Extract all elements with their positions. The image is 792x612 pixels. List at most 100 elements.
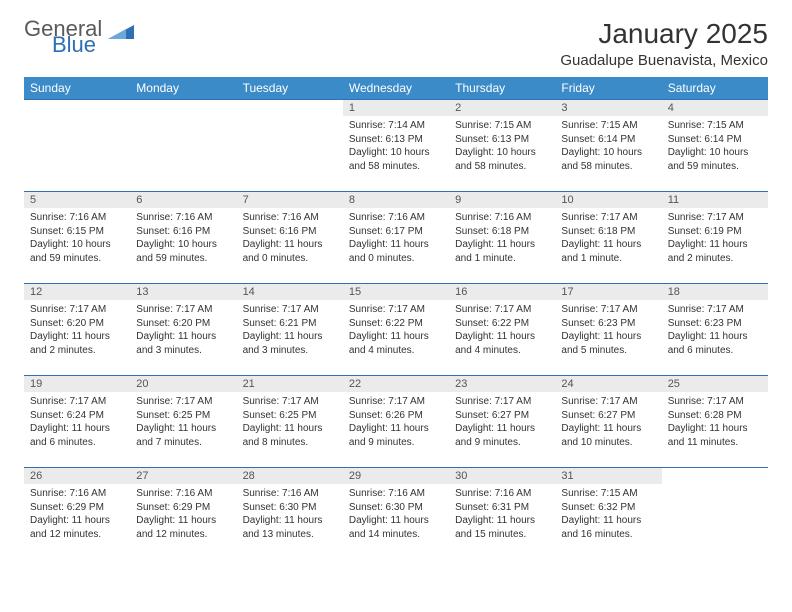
day-number: 11: [662, 192, 768, 208]
sunset-text: Sunset: 6:23 PM: [668, 317, 762, 331]
calendar-cell: 4Sunrise: 7:15 AMSunset: 6:14 PMDaylight…: [662, 100, 768, 192]
cell-content: Sunrise: 7:17 AMSunset: 6:22 PMDaylight:…: [343, 300, 449, 359]
sunset-text: Sunset: 6:16 PM: [243, 225, 337, 239]
sunrise-text: Sunrise: 7:16 AM: [243, 211, 337, 225]
day-number: 5: [24, 192, 130, 208]
daylight-text: Daylight: 11 hours and 7 minutes.: [136, 422, 230, 449]
sunrise-text: Sunrise: 7:16 AM: [30, 211, 124, 225]
calendar-cell: 13Sunrise: 7:17 AMSunset: 6:20 PMDayligh…: [130, 284, 236, 376]
daylight-text: Daylight: 11 hours and 1 minute.: [455, 238, 549, 265]
page-header: General Blue January 2025 Guadalupe Buen…: [24, 18, 768, 69]
day-number: [24, 100, 130, 116]
cell-content: Sunrise: 7:14 AMSunset: 6:13 PMDaylight:…: [343, 116, 449, 175]
cell-content: Sunrise: 7:16 AMSunset: 6:16 PMDaylight:…: [237, 208, 343, 267]
day-number: 7: [237, 192, 343, 208]
daylight-text: Daylight: 11 hours and 1 minute.: [561, 238, 655, 265]
calendar-cell: 15Sunrise: 7:17 AMSunset: 6:22 PMDayligh…: [343, 284, 449, 376]
sunset-text: Sunset: 6:14 PM: [561, 133, 655, 147]
calendar-cell: 2Sunrise: 7:15 AMSunset: 6:13 PMDaylight…: [449, 100, 555, 192]
day-number: 22: [343, 376, 449, 392]
calendar-cell: 12Sunrise: 7:17 AMSunset: 6:20 PMDayligh…: [24, 284, 130, 376]
calendar-table: SundayMondayTuesdayWednesdayThursdayFrid…: [24, 77, 768, 560]
cell-content: Sunrise: 7:17 AMSunset: 6:27 PMDaylight:…: [555, 392, 661, 451]
cell-content: Sunrise: 7:15 AMSunset: 6:14 PMDaylight:…: [662, 116, 768, 175]
sunset-text: Sunset: 6:25 PM: [136, 409, 230, 423]
cell-content: Sunrise: 7:15 AMSunset: 6:14 PMDaylight:…: [555, 116, 661, 175]
sunset-text: Sunset: 6:30 PM: [243, 501, 337, 515]
calendar-cell: 30Sunrise: 7:16 AMSunset: 6:31 PMDayligh…: [449, 468, 555, 560]
brand-logo: General Blue: [24, 18, 134, 56]
cell-content: Sunrise: 7:16 AMSunset: 6:16 PMDaylight:…: [130, 208, 236, 267]
sunset-text: Sunset: 6:22 PM: [455, 317, 549, 331]
calendar-cell: 24Sunrise: 7:17 AMSunset: 6:27 PMDayligh…: [555, 376, 661, 468]
daylight-text: Daylight: 10 hours and 58 minutes.: [561, 146, 655, 173]
calendar-cell: 19Sunrise: 7:17 AMSunset: 6:24 PMDayligh…: [24, 376, 130, 468]
calendar-cell: 22 Sunrise: 7:17 AMSunset: 6:26 PMDayligh…: [343, 376, 449, 468]
cell-content: Sunrise: 7:17 AMSunset: 6:25 PMDaylight:…: [130, 392, 236, 451]
daylight-text: Daylight: 11 hours and 6 minutes.: [30, 422, 124, 449]
calendar-cell: 16Sunrise: 7:17 AMSunset: 6:22 PMDayligh…: [449, 284, 555, 376]
day-number: 18: [662, 284, 768, 300]
sunrise-text: Sunrise: 7:17 AM: [561, 303, 655, 317]
daylight-text: Daylight: 11 hours and 14 minutes.: [349, 514, 443, 541]
daylight-text: Daylight: 11 hours and 3 minutes.: [136, 330, 230, 357]
sunset-text: Sunset: 6:16 PM: [136, 225, 230, 239]
daylight-text: Daylight: 11 hours and 2 minutes.: [668, 238, 762, 265]
calendar-week-row: 19Sunrise: 7:17 AMSunset: 6:24 PMDayligh…: [24, 376, 768, 468]
cell-content: Sunrise: 7:16 AMSunset: 6:15 PMDaylight:…: [24, 208, 130, 267]
sunrise-text: Sunrise: 7:17 AM: [455, 395, 549, 409]
day-number: 24: [555, 376, 661, 392]
sunrise-text: Sunrise: 7:16 AM: [136, 211, 230, 225]
cell-content: Sunrise: 7:16 AMSunset: 6:17 PMDaylight:…: [343, 208, 449, 267]
month-title: January 2025: [560, 18, 768, 50]
sunset-text: Sunset: 6:21 PM: [243, 317, 337, 331]
day-header: Wednesday: [343, 77, 449, 100]
calendar-cell: 26Sunrise: 7:16 AMSunset: 6:29 PMDayligh…: [24, 468, 130, 560]
sunrise-text: Sunrise: 7:16 AM: [455, 211, 549, 225]
calendar-cell: 7Sunrise: 7:16 AMSunset: 6:16 PMDaylight…: [237, 192, 343, 284]
calendar-cell: 18Sunrise: 7:17 AMSunset: 6:23 PMDayligh…: [662, 284, 768, 376]
day-number: 14: [237, 284, 343, 300]
day-number: 8: [343, 192, 449, 208]
daylight-text: Daylight: 10 hours and 58 minutes.: [455, 146, 549, 173]
sunrise-text: Sunrise: 7:17 AM: [349, 395, 443, 409]
daylight-text: Daylight: 11 hours and 3 minutes.: [243, 330, 337, 357]
sunrise-text: Sunrise: 7:17 AM: [668, 211, 762, 225]
calendar-week-row: 12Sunrise: 7:17 AMSunset: 6:20 PMDayligh…: [24, 284, 768, 376]
sunset-text: Sunset: 6:25 PM: [243, 409, 337, 423]
sunset-text: Sunset: 6:32 PM: [561, 501, 655, 515]
cell-content: Sunrise: 7:17 AMSunset: 6:28 PMDaylight:…: [662, 392, 768, 451]
calendar-cell: 25Sunrise: 7:17 AMSunset: 6:28 PMDayligh…: [662, 376, 768, 468]
day-number: 1: [343, 100, 449, 116]
calendar-cell: [130, 100, 236, 192]
daylight-text: Daylight: 11 hours and 9 minutes.: [349, 422, 443, 449]
daylight-text: Daylight: 11 hours and 10 minutes.: [561, 422, 655, 449]
day-number: [662, 468, 768, 484]
sunrise-text: Sunrise: 7:17 AM: [561, 211, 655, 225]
calendar-cell: 17Sunrise: 7:17 AMSunset: 6:23 PMDayligh…: [555, 284, 661, 376]
day-header: Sunday: [24, 77, 130, 100]
daylight-text: Daylight: 10 hours and 58 minutes.: [349, 146, 443, 173]
calendar-cell: 29Sunrise: 7:16 AMSunset: 6:30 PMDayligh…: [343, 468, 449, 560]
sunset-text: Sunset: 6:14 PM: [668, 133, 762, 147]
day-number: 25: [662, 376, 768, 392]
brand-triangle-icon: [108, 21, 134, 39]
calendar-cell: 20Sunrise: 7:17 AMSunset: 6:25 PMDayligh…: [130, 376, 236, 468]
day-number: 16: [449, 284, 555, 300]
cell-content: Sunrise: 7:16 AMSunset: 6:18 PMDaylight:…: [449, 208, 555, 267]
cell-content: Sunrise: 7:17 AMSunset: 6:18 PMDaylight:…: [555, 208, 661, 267]
sunset-text: Sunset: 6:13 PM: [455, 133, 549, 147]
sunset-text: Sunset: 6:31 PM: [455, 501, 549, 515]
day-header: Thursday: [449, 77, 555, 100]
sunrise-text: Sunrise: 7:16 AM: [243, 487, 337, 501]
calendar-cell: 9Sunrise: 7:16 AMSunset: 6:18 PMDaylight…: [449, 192, 555, 284]
sunrise-text: Sunrise: 7:15 AM: [455, 119, 549, 133]
sunrise-text: Sunrise: 7:17 AM: [561, 395, 655, 409]
sunset-text: Sunset: 6:23 PM: [561, 317, 655, 331]
cell-content: Sunrise: 7:17 AMSunset: 6:23 PMDaylight:…: [662, 300, 768, 359]
daylight-text: Daylight: 10 hours and 59 minutes.: [30, 238, 124, 265]
sunset-text: Sunset: 6:26 PM: [349, 409, 443, 423]
daylight-text: Daylight: 11 hours and 11 minutes.: [668, 422, 762, 449]
day-number: 12: [24, 284, 130, 300]
calendar-week-row: 5Sunrise: 7:16 AMSunset: 6:15 PMDaylight…: [24, 192, 768, 284]
